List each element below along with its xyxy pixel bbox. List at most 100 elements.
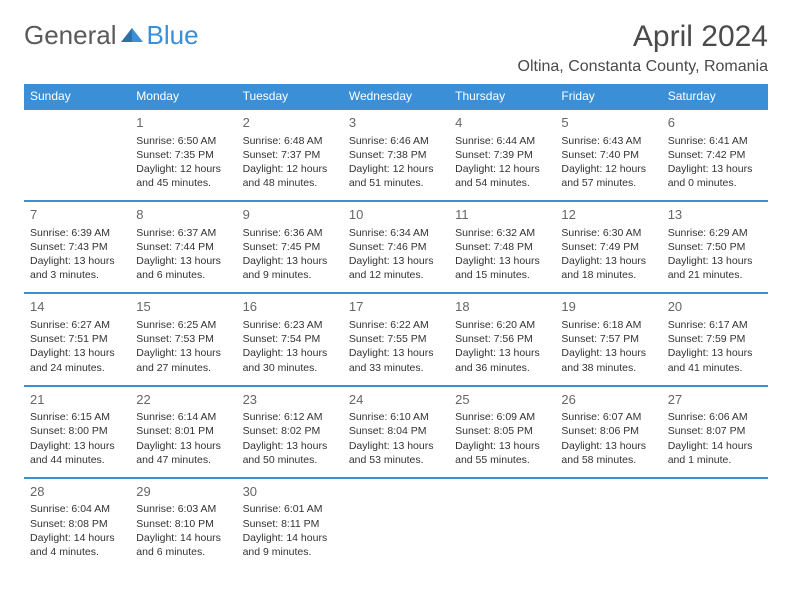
sunrise-text: Sunrise: 6:07 AM	[561, 410, 655, 424]
calendar-cell	[449, 478, 555, 569]
sunrise-text: Sunrise: 6:01 AM	[243, 502, 337, 516]
day1-text: Daylight: 12 hours	[349, 162, 443, 176]
day1-text: Daylight: 14 hours	[136, 531, 230, 545]
calendar-cell: 4Sunrise: 6:44 AMSunset: 7:39 PMDaylight…	[449, 109, 555, 201]
sunset-text: Sunset: 7:35 PM	[136, 148, 230, 162]
day-number: 14	[30, 298, 124, 316]
day-number: 5	[561, 114, 655, 132]
sunset-text: Sunset: 8:02 PM	[243, 424, 337, 438]
sunrise-text: Sunrise: 6:27 AM	[30, 318, 124, 332]
week-row: 21Sunrise: 6:15 AMSunset: 8:00 PMDayligh…	[24, 386, 768, 478]
day1-text: Daylight: 13 hours	[668, 346, 762, 360]
day2-text: and 3 minutes.	[30, 268, 124, 282]
day-number: 16	[243, 298, 337, 316]
day-number: 24	[349, 391, 443, 409]
day2-text: and 44 minutes.	[30, 453, 124, 467]
day2-text: and 6 minutes.	[136, 545, 230, 559]
day2-text: and 30 minutes.	[243, 361, 337, 375]
day-header: Saturday	[662, 84, 768, 109]
day1-text: Daylight: 12 hours	[136, 162, 230, 176]
calendar-table: Sunday Monday Tuesday Wednesday Thursday…	[24, 84, 768, 569]
page-title: April 2024	[518, 20, 769, 54]
day2-text: and 9 minutes.	[243, 545, 337, 559]
sunrise-text: Sunrise: 6:25 AM	[136, 318, 230, 332]
calendar-cell: 30Sunrise: 6:01 AMSunset: 8:11 PMDayligh…	[237, 478, 343, 569]
calendar-cell: 10Sunrise: 6:34 AMSunset: 7:46 PMDayligh…	[343, 201, 449, 293]
day1-text: Daylight: 13 hours	[136, 346, 230, 360]
calendar-cell: 18Sunrise: 6:20 AMSunset: 7:56 PMDayligh…	[449, 293, 555, 385]
calendar-cell: 16Sunrise: 6:23 AMSunset: 7:54 PMDayligh…	[237, 293, 343, 385]
day1-text: Daylight: 13 hours	[668, 162, 762, 176]
sunset-text: Sunset: 7:54 PM	[243, 332, 337, 346]
sunset-text: Sunset: 8:01 PM	[136, 424, 230, 438]
day2-text: and 58 minutes.	[561, 453, 655, 467]
day2-text: and 4 minutes.	[30, 545, 124, 559]
sunrise-text: Sunrise: 6:10 AM	[349, 410, 443, 424]
day1-text: Daylight: 13 hours	[455, 439, 549, 453]
calendar-cell: 7Sunrise: 6:39 AMSunset: 7:43 PMDaylight…	[24, 201, 130, 293]
sunrise-text: Sunrise: 6:18 AM	[561, 318, 655, 332]
day1-text: Daylight: 13 hours	[561, 346, 655, 360]
sunrise-text: Sunrise: 6:39 AM	[30, 226, 124, 240]
calendar-cell	[555, 478, 661, 569]
day1-text: Daylight: 13 hours	[349, 439, 443, 453]
sunset-text: Sunset: 7:48 PM	[455, 240, 549, 254]
sunrise-text: Sunrise: 6:12 AM	[243, 410, 337, 424]
sunrise-text: Sunrise: 6:46 AM	[349, 134, 443, 148]
sunrise-text: Sunrise: 6:32 AM	[455, 226, 549, 240]
calendar-cell: 25Sunrise: 6:09 AMSunset: 8:05 PMDayligh…	[449, 386, 555, 478]
calendar-cell: 9Sunrise: 6:36 AMSunset: 7:45 PMDaylight…	[237, 201, 343, 293]
location-text: Oltina, Constanta County, Romania	[518, 58, 769, 76]
sunrise-text: Sunrise: 6:36 AM	[243, 226, 337, 240]
sunset-text: Sunset: 7:50 PM	[668, 240, 762, 254]
calendar-cell: 20Sunrise: 6:17 AMSunset: 7:59 PMDayligh…	[662, 293, 768, 385]
day2-text: and 36 minutes.	[455, 361, 549, 375]
day1-text: Daylight: 13 hours	[561, 254, 655, 268]
sunrise-text: Sunrise: 6:50 AM	[136, 134, 230, 148]
calendar-cell: 28Sunrise: 6:04 AMSunset: 8:08 PMDayligh…	[24, 478, 130, 569]
day2-text: and 24 minutes.	[30, 361, 124, 375]
logo: General Blue	[24, 20, 199, 51]
calendar-cell: 26Sunrise: 6:07 AMSunset: 8:06 PMDayligh…	[555, 386, 661, 478]
day2-text: and 50 minutes.	[243, 453, 337, 467]
sunrise-text: Sunrise: 6:37 AM	[136, 226, 230, 240]
sunset-text: Sunset: 8:08 PM	[30, 517, 124, 531]
day-header: Thursday	[449, 84, 555, 109]
day1-text: Daylight: 13 hours	[243, 439, 337, 453]
logo-text-general: General	[24, 20, 117, 51]
sunset-text: Sunset: 8:10 PM	[136, 517, 230, 531]
sunset-text: Sunset: 7:44 PM	[136, 240, 230, 254]
day1-text: Daylight: 13 hours	[561, 439, 655, 453]
calendar-cell: 24Sunrise: 6:10 AMSunset: 8:04 PMDayligh…	[343, 386, 449, 478]
day1-text: Daylight: 13 hours	[30, 254, 124, 268]
day2-text: and 51 minutes.	[349, 176, 443, 190]
sunrise-text: Sunrise: 6:04 AM	[30, 502, 124, 516]
day-number: 6	[668, 114, 762, 132]
sunset-text: Sunset: 7:49 PM	[561, 240, 655, 254]
day-number: 15	[136, 298, 230, 316]
day2-text: and 41 minutes.	[668, 361, 762, 375]
sunrise-text: Sunrise: 6:41 AM	[668, 134, 762, 148]
day1-text: Daylight: 13 hours	[136, 254, 230, 268]
day1-text: Daylight: 13 hours	[668, 254, 762, 268]
day2-text: and 6 minutes.	[136, 268, 230, 282]
day2-text: and 0 minutes.	[668, 176, 762, 190]
calendar-cell: 21Sunrise: 6:15 AMSunset: 8:00 PMDayligh…	[24, 386, 130, 478]
sunrise-text: Sunrise: 6:44 AM	[455, 134, 549, 148]
sunset-text: Sunset: 7:39 PM	[455, 148, 549, 162]
day1-text: Daylight: 13 hours	[243, 254, 337, 268]
calendar-cell: 8Sunrise: 6:37 AMSunset: 7:44 PMDaylight…	[130, 201, 236, 293]
sunset-text: Sunset: 7:57 PM	[561, 332, 655, 346]
day1-text: Daylight: 13 hours	[30, 346, 124, 360]
sunrise-text: Sunrise: 6:22 AM	[349, 318, 443, 332]
day1-text: Daylight: 13 hours	[30, 439, 124, 453]
calendar-cell: 29Sunrise: 6:03 AMSunset: 8:10 PMDayligh…	[130, 478, 236, 569]
day-header: Tuesday	[237, 84, 343, 109]
sunset-text: Sunset: 7:45 PM	[243, 240, 337, 254]
sunrise-text: Sunrise: 6:29 AM	[668, 226, 762, 240]
logo-icon	[121, 20, 143, 51]
calendar-cell: 6Sunrise: 6:41 AMSunset: 7:42 PMDaylight…	[662, 109, 768, 201]
calendar-cell: 15Sunrise: 6:25 AMSunset: 7:53 PMDayligh…	[130, 293, 236, 385]
day2-text: and 15 minutes.	[455, 268, 549, 282]
sunrise-text: Sunrise: 6:48 AM	[243, 134, 337, 148]
